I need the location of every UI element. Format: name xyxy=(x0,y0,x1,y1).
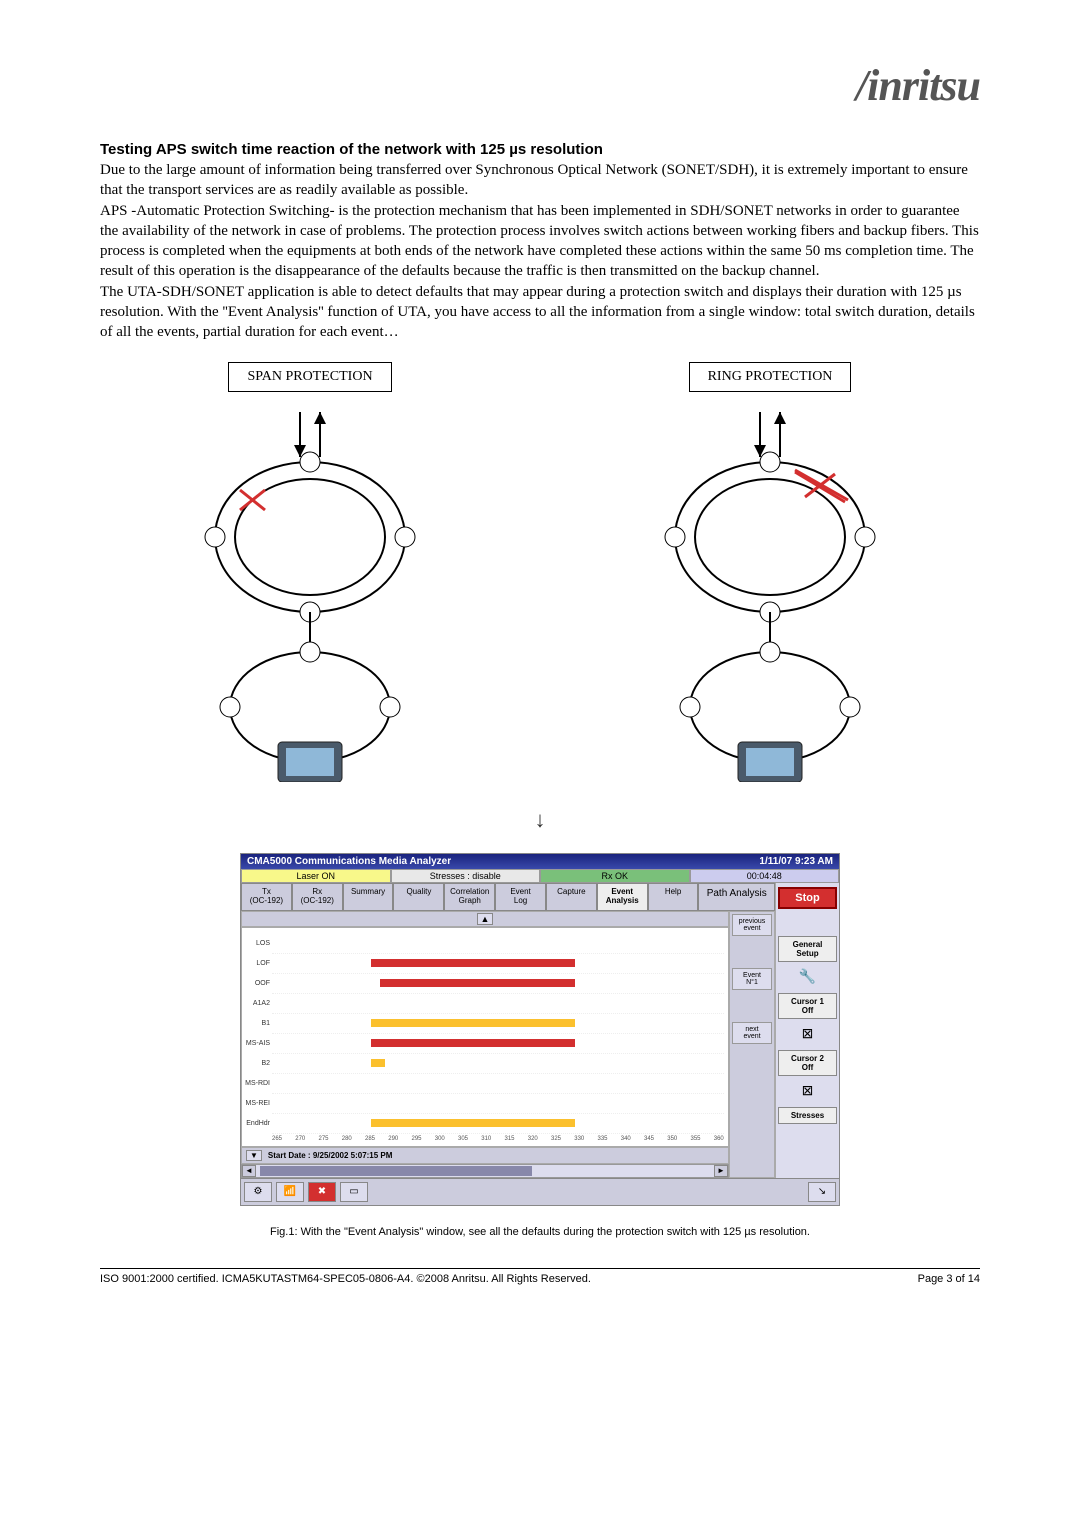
chart-row-b2: B2 xyxy=(272,1054,724,1074)
right-panel: Stop GeneralSetup 🔧 Cursor 1Off ⊠ Cursor 2Of… xyxy=(775,883,839,1178)
ring-protection-diagram: RING PROTECTION xyxy=(620,362,920,787)
cma-screenshot: CMA5000 Communications Media Analyzer 1/… xyxy=(240,853,840,1206)
taskbar-corner-icon[interactable]: ↘ xyxy=(808,1182,836,1202)
page-footer: ISO 9001:2000 certified. ICMA5KUTASTM64-… xyxy=(100,1268,980,1285)
chart-row-label: EndHdr xyxy=(244,1120,270,1127)
cma-window: CMA5000 Communications Media Analyzer 1/… xyxy=(240,853,840,1206)
taskbar: ⚙📶✖▭ ↘ xyxy=(241,1178,839,1205)
tab-rx-oc-192-[interactable]: Rx(OC-192) xyxy=(292,883,343,911)
para-2: APS -Automatic Protection Switching- is … xyxy=(100,201,980,282)
protection-diagrams: SPAN PROTECTION xyxy=(100,362,980,1206)
brand-logo: /inritsu xyxy=(100,60,980,111)
tab-capture[interactable]: Capture xyxy=(546,883,597,911)
footer-left: ISO 9001:2000 certified. ICMA5KUTASTM64-… xyxy=(100,1273,591,1285)
cursor1-button[interactable]: Cursor 1Off xyxy=(778,993,837,1019)
tab-summary[interactable]: Summary xyxy=(343,883,394,911)
x-axis-labels: 2652702752802852902953003053103153203253… xyxy=(272,1134,724,1142)
tab-quality[interactable]: Quality xyxy=(393,883,444,911)
taskbar-button-1[interactable]: 📶 xyxy=(276,1182,304,1202)
tab-event-log[interactable]: EventLog xyxy=(495,883,546,911)
chart-row-ms-rei: MS-REI xyxy=(272,1094,724,1114)
status-rx: Rx OK xyxy=(540,869,690,883)
chart-bar xyxy=(371,1019,574,1027)
chart-row-b1: B1 xyxy=(272,1014,724,1034)
scroll-left-icon[interactable]: ◄ xyxy=(242,1165,256,1177)
stresses-button[interactable]: Stresses xyxy=(778,1107,837,1124)
scroll-down-icon[interactable]: ▼ xyxy=(246,1150,262,1161)
next-event-button[interactable]: nextevent xyxy=(732,1022,772,1044)
chart-row-ms-rdi: MS-RDI xyxy=(272,1074,724,1094)
taskbar-button-0[interactable]: ⚙ xyxy=(244,1182,272,1202)
chart-bar xyxy=(371,959,574,967)
status-elapsed: 00:04:48 xyxy=(690,869,840,883)
tab-correlation-graph[interactable]: CorrelationGraph xyxy=(444,883,495,911)
body-paragraphs: Due to the large amount of information b… xyxy=(100,160,980,342)
taskbar-button-3[interactable]: ▭ xyxy=(340,1182,368,1202)
chart-row-lof: LOF xyxy=(272,954,724,974)
cma-tabs: Tx(OC-192)Rx(OC-192)SummaryQualityCorrel… xyxy=(241,883,775,911)
chart-row-label: B2 xyxy=(244,1060,270,1067)
cma-status-bar: Laser ON Stresses : disable Rx OK 00:04:… xyxy=(241,869,839,883)
tab-path-analysis[interactable]: Path Analysis xyxy=(698,883,775,911)
event-chart: LOSLOFOOFA1A2B1MS-AISB2MS-RDIMS-REIEndHd… xyxy=(241,927,729,1147)
start-date-label: Start Date : 9/25/2002 5:07:15 PM xyxy=(268,1151,393,1160)
taskbar-button-2[interactable]: ✖ xyxy=(308,1182,336,1202)
para-3: The UTA-SDH/SONET application is able to… xyxy=(100,282,980,343)
chart-row-label: MS-RDI xyxy=(244,1080,270,1087)
side-icon: ⊠ xyxy=(778,1082,837,1099)
chart-row-label: LOS xyxy=(244,940,270,947)
ring-label: RING PROTECTION xyxy=(689,362,852,392)
span-label: SPAN PROTECTION xyxy=(228,362,391,392)
chart-bar xyxy=(371,1059,385,1067)
tab-event-analysis[interactable]: EventAnalysis xyxy=(597,883,648,911)
chart-row-endhdr: EndHdr xyxy=(272,1114,724,1134)
cursor2-button[interactable]: Cursor 2Off xyxy=(778,1050,837,1076)
chart-row-label: A1A2 xyxy=(244,1000,270,1007)
arrow-down-icon: ↓ xyxy=(100,807,980,833)
status-stresses: Stresses : disable xyxy=(391,869,541,883)
figure-caption: Fig.1: With the "Event Analysis" window,… xyxy=(100,1226,980,1238)
ring-svg xyxy=(620,402,920,782)
section-heading: Testing APS switch time reaction of the … xyxy=(100,141,980,158)
tab-tx-oc-192-[interactable]: Tx(OC-192) xyxy=(241,883,292,911)
prev-event-button[interactable]: previousevent xyxy=(732,914,772,936)
span-protection-diagram: SPAN PROTECTION xyxy=(160,362,460,787)
chart-row-a1a2: A1A2 xyxy=(272,994,724,1014)
chart-row-label: MS-AIS xyxy=(244,1040,270,1047)
stop-button[interactable]: Stop xyxy=(778,887,837,909)
span-svg xyxy=(160,402,460,782)
chart-row-label: B1 xyxy=(244,1020,270,1027)
chart-row-los: LOS xyxy=(272,934,724,954)
footer-right: Page 3 of 14 xyxy=(918,1273,980,1285)
tab-help[interactable]: Help xyxy=(648,883,699,911)
chart-row-label: LOF xyxy=(244,960,270,967)
cma-title-text: CMA5000 Communications Media Analyzer xyxy=(247,856,451,867)
chart-bar xyxy=(371,1119,574,1127)
event-nav-panel: previousevent EventN°1 nextevent xyxy=(729,911,775,1178)
horizontal-scrollbar[interactable]: ◄ ► xyxy=(241,1164,729,1178)
side-icon: ⊠ xyxy=(778,1025,837,1042)
chart-row-label: OOF xyxy=(244,980,270,987)
cma-titlebar: CMA5000 Communications Media Analyzer 1/… xyxy=(241,854,839,869)
para-1: Due to the large amount of information b… xyxy=(100,160,980,201)
logo-text: /inritsu xyxy=(856,61,980,110)
chart-bar xyxy=(380,979,574,987)
scroll-right-icon[interactable]: ► xyxy=(714,1165,728,1177)
scroll-up-icon[interactable]: ▲ xyxy=(477,913,494,925)
side-icon: 🔧 xyxy=(778,968,837,985)
scrollbar-thumb[interactable] xyxy=(260,1166,532,1176)
general-setup-button[interactable]: GeneralSetup xyxy=(778,936,837,962)
chart-row-oof: OOF xyxy=(272,974,724,994)
cma-time: 1/11/07 9:23 AM xyxy=(759,856,833,867)
chart-row-ms-ais: MS-AIS xyxy=(272,1034,724,1054)
chart-bar xyxy=(371,1039,574,1047)
status-laser: Laser ON xyxy=(241,869,391,883)
event-number-display: EventN°1 xyxy=(732,968,772,990)
chart-row-label: MS-REI xyxy=(244,1100,270,1107)
